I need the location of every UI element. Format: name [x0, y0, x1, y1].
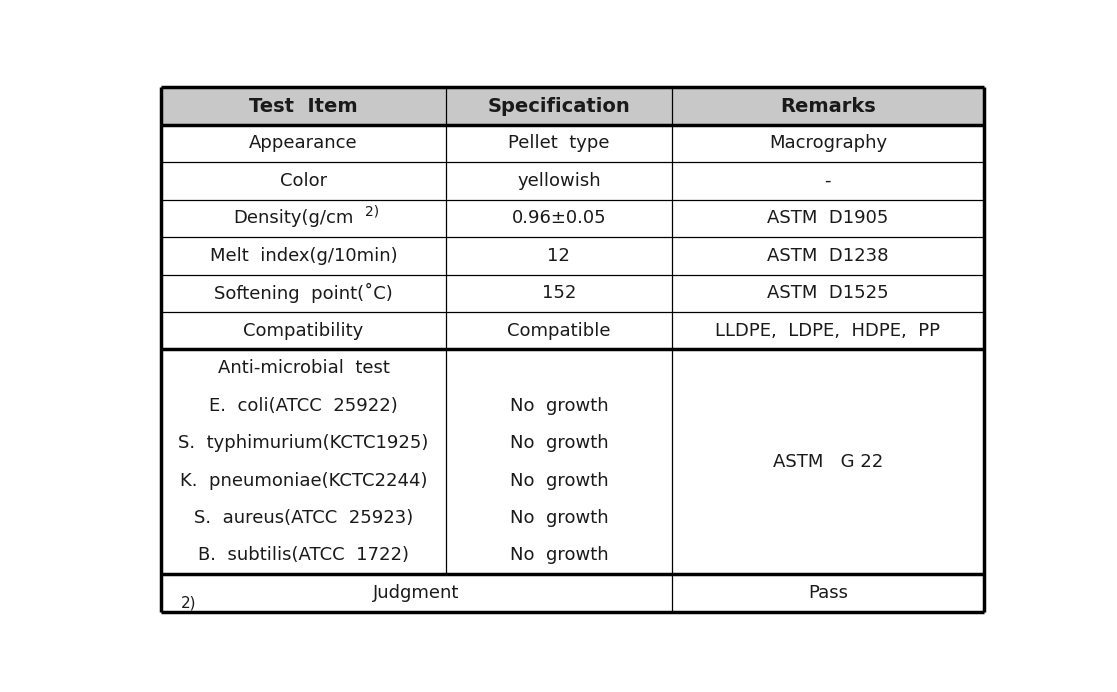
Text: ASTM  D1238: ASTM D1238	[767, 247, 888, 265]
Text: 12: 12	[547, 247, 571, 265]
Text: 0.96±0.05: 0.96±0.05	[512, 210, 607, 228]
Text: 2): 2)	[365, 204, 379, 219]
Text: ASTM   G 22: ASTM G 22	[773, 453, 882, 471]
Text: S.  aureus(ATCC  25923): S. aureus(ATCC 25923)	[194, 509, 413, 527]
Bar	[161, 349, 984, 574]
Text: No  growth: No growth	[509, 509, 608, 527]
Text: K.  pneumoniae(KCTC2244): K. pneumoniae(KCTC2244)	[180, 471, 428, 489]
Text: yellowish: yellowish	[517, 172, 601, 190]
Text: Compatible: Compatible	[507, 322, 611, 340]
Text: Compatibility: Compatibility	[244, 322, 364, 340]
Text: Melt  index(g/10min): Melt index(g/10min)	[210, 247, 398, 265]
Text: Anti-microbial  test: Anti-microbial test	[218, 359, 390, 377]
Text: Pass: Pass	[808, 584, 848, 602]
Text: Pellet  type: Pellet type	[508, 134, 610, 152]
Text: Judgment: Judgment	[373, 584, 460, 602]
Text: -: -	[824, 172, 831, 190]
Text: Density(g/cm: Density(g/cm	[233, 210, 353, 228]
Bar	[161, 237, 984, 275]
Bar	[161, 125, 984, 162]
Bar	[161, 275, 984, 312]
Bar	[161, 312, 984, 349]
Text: B.  subtilis(ATCC  1722): B. subtilis(ATCC 1722)	[198, 547, 409, 565]
Text: 2): 2)	[181, 596, 197, 610]
Text: LLDPE,  LDPE,  HDPE,  PP: LLDPE, LDPE, HDPE, PP	[715, 322, 941, 340]
Text: No  growth: No growth	[509, 471, 608, 489]
Text: ASTM  D1905: ASTM D1905	[767, 210, 888, 228]
Text: Softening  point(˚C): Softening point(˚C)	[214, 283, 393, 303]
Bar	[161, 574, 984, 612]
Bar	[161, 200, 984, 237]
Text: Remarks: Remarks	[780, 96, 876, 116]
Text: ASTM  D1525: ASTM D1525	[767, 284, 889, 302]
Text: Density(g/cm: Density(g/cm	[244, 210, 364, 228]
Text: Color: Color	[280, 172, 327, 190]
Text: E.  coli(ATCC  25922): E. coli(ATCC 25922)	[209, 397, 398, 415]
Bar	[161, 162, 984, 200]
Text: No  growth: No growth	[509, 397, 608, 415]
Text: Specification: Specification	[487, 96, 630, 116]
Bar	[161, 200, 446, 237]
Text: No  growth: No growth	[509, 547, 608, 565]
Bar	[161, 87, 984, 125]
Text: Test  Item: Test Item	[249, 96, 357, 116]
Text: Appearance: Appearance	[249, 134, 357, 152]
Text: S.  typhimurium(KCTC1925): S. typhimurium(KCTC1925)	[179, 434, 429, 452]
Text: No  growth: No growth	[509, 434, 608, 452]
Text: 152: 152	[542, 284, 576, 302]
Text: Macrography: Macrography	[768, 134, 887, 152]
